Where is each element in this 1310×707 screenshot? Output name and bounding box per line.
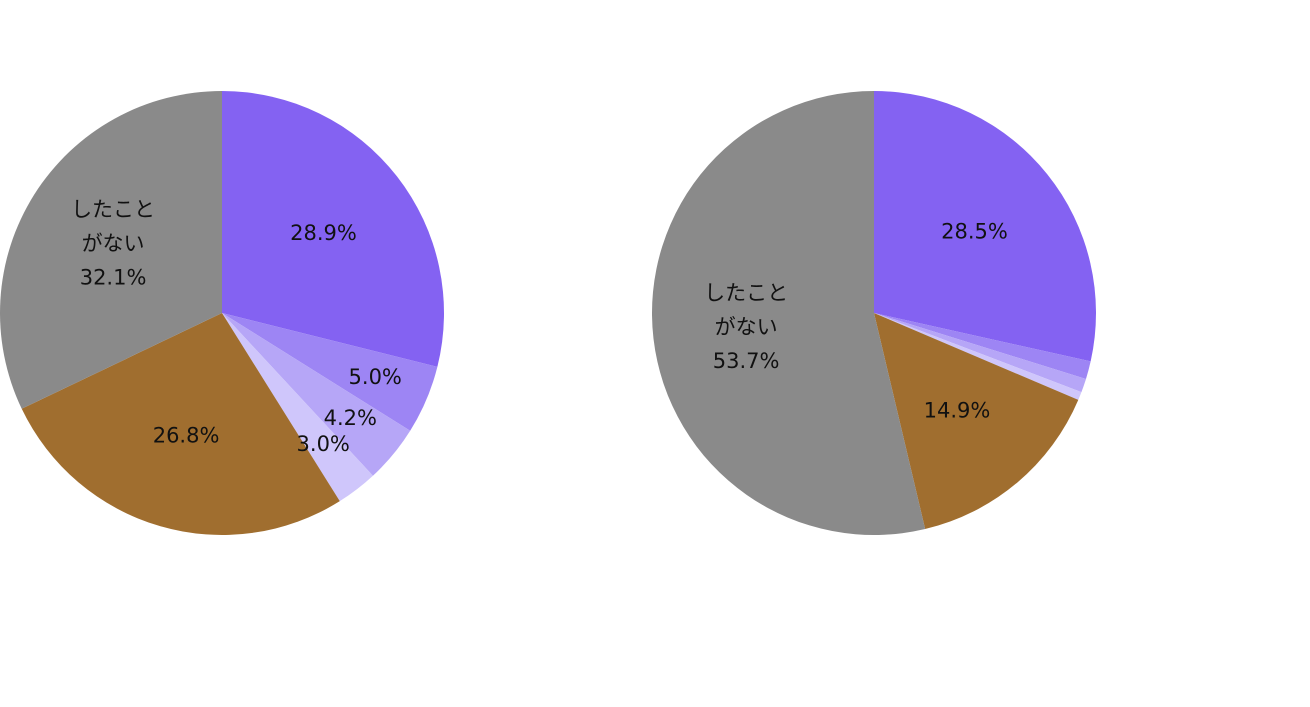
slice-name: がない [715, 315, 778, 339]
pie-slice [874, 91, 1096, 362]
pie-slice [222, 313, 438, 431]
pie-slice [874, 313, 1079, 530]
data-label: 4.2% [324, 406, 377, 430]
pie-slice [222, 313, 373, 502]
data-label: 53.7% [713, 349, 780, 373]
data-label: 14.9% [924, 398, 991, 422]
pie-slice [222, 313, 411, 476]
data-label: 26.8% [153, 424, 220, 448]
pie-slice [21, 313, 340, 535]
pie-slice [874, 313, 1091, 379]
data-label: 28.9% [290, 221, 357, 245]
data-label: 28.5% [941, 219, 1008, 243]
data-label: 3.0% [297, 432, 350, 456]
pie-slice [874, 313, 1082, 400]
slice-name: したこと [704, 281, 788, 305]
data-label: 32.1% [80, 265, 147, 289]
data-label: 5.0% [349, 365, 402, 389]
slice-name: したこと [71, 197, 155, 221]
slice-name: がない [82, 231, 145, 255]
pie-slice [652, 91, 926, 535]
pie-slice [222, 91, 444, 367]
pie-slice [0, 91, 223, 409]
pie-slice [874, 313, 1086, 393]
